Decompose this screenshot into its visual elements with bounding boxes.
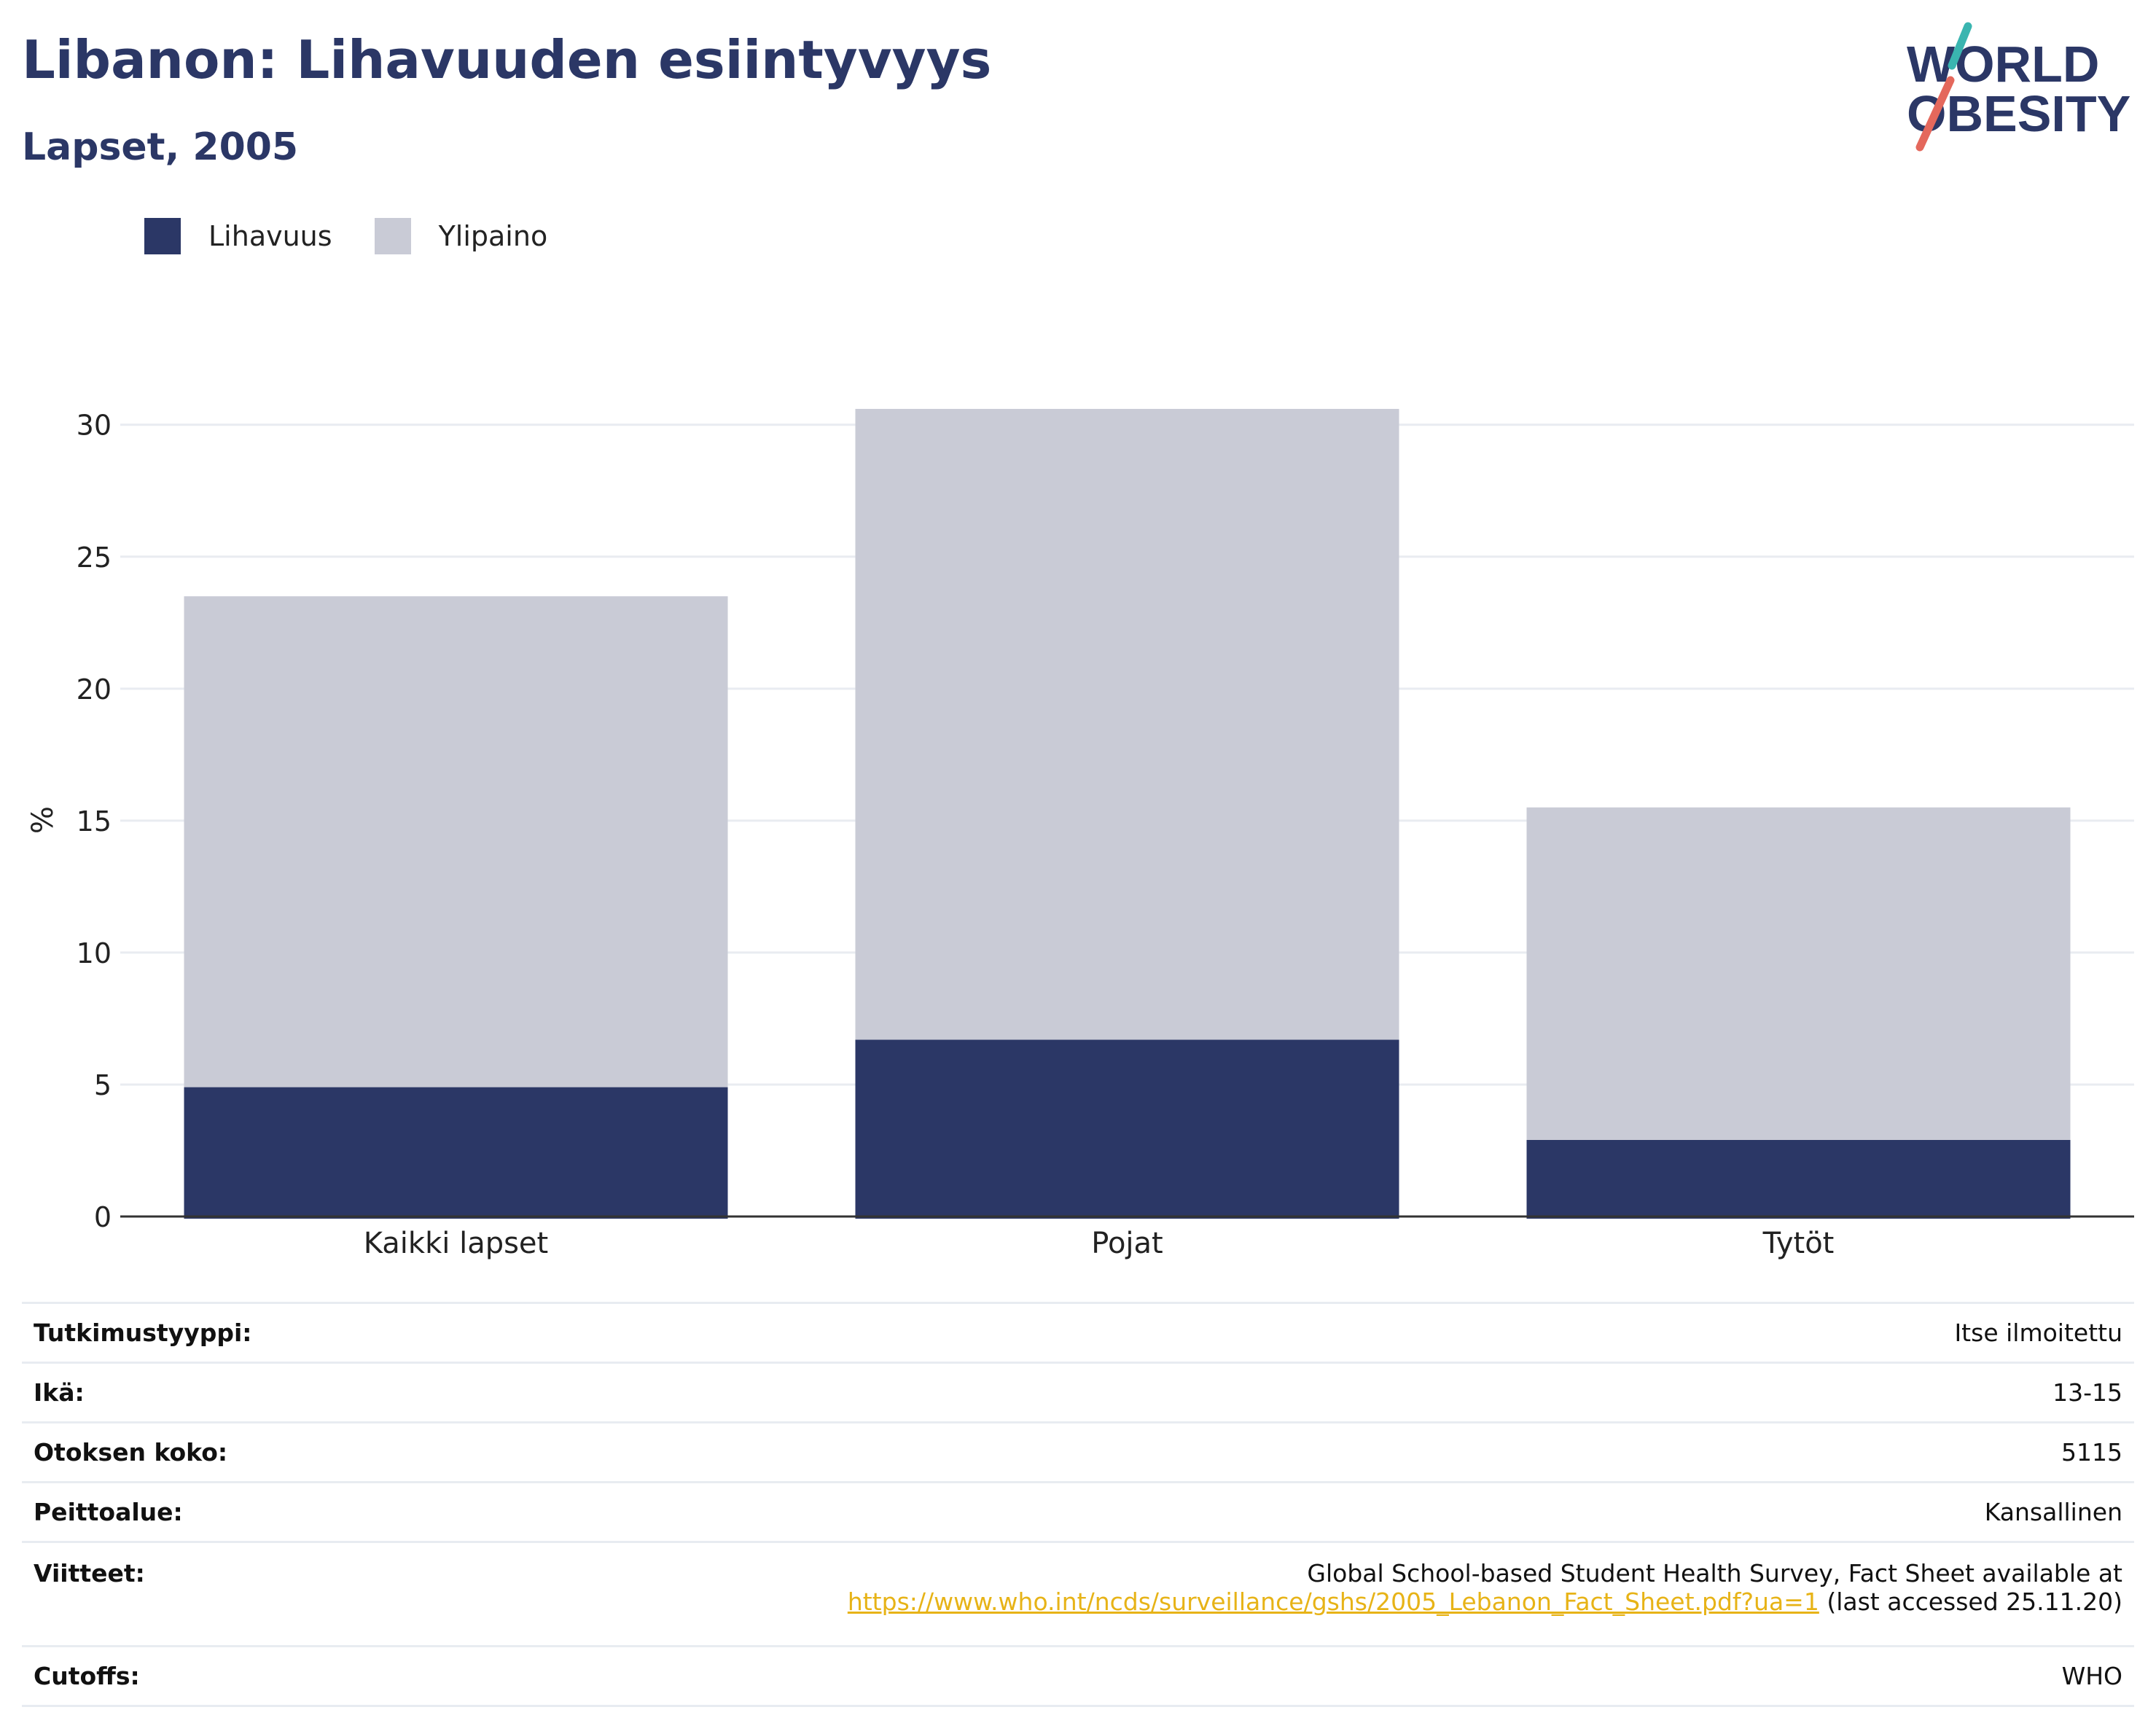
y-tick-label: 25 [77, 542, 112, 574]
detail-label: Otoksen koko: [22, 1421, 354, 1483]
legend-item-obesity[interactable]: Lihavuus [144, 218, 332, 254]
detail-label: Ikä: [22, 1362, 354, 1423]
stacked-bar-chart: 0 5 10 15 20 25 30% Kaikki lapset Pojat Tytöt [26, 409, 2134, 1260]
page-title: Libanon: Lihavuuden esiintyvyys [22, 29, 992, 90]
legend-swatch-overweight [374, 218, 411, 254]
legend-swatch-obesity [144, 218, 181, 254]
detail-row-cutoffs: Cutoffs: WHO [22, 1645, 2134, 1707]
detail-label: Tutkimustyyppi: [22, 1302, 354, 1363]
detail-value: Itse ilmoitettu [353, 1302, 2134, 1363]
study-details-table: Tutkimustyyppi: Itse ilmoitettu Ikä: 13-… [22, 1302, 2134, 1707]
reference-text: Global School-based Student Health Surve… [1307, 1559, 2122, 1587]
bar-obesity[interactable] [184, 1087, 728, 1219]
detail-value: 5115 [353, 1421, 2134, 1483]
world-obesity-logo: WORLD OBESITY [1907, 22, 2130, 152]
y-tick-label: 20 [77, 673, 112, 706]
detail-label: Viitteet: [22, 1541, 354, 1647]
y-tick-label: 15 [77, 805, 112, 837]
detail-row-coverage: Peittoalue: Kansallinen [22, 1481, 2134, 1542]
bar-overweight[interactable] [855, 409, 1399, 1040]
y-axis-label: % [26, 806, 60, 834]
detail-row-references: Viitteet: Global School-based Student He… [22, 1541, 2134, 1647]
x-tick-label: Tytöt [1762, 1227, 1835, 1260]
detail-value: WHO [353, 1645, 2134, 1707]
reference-suffix: (last accessed 25.11.20) [1819, 1587, 2122, 1616]
detail-label: Cutoffs: [22, 1645, 354, 1707]
bar-obesity[interactable] [1526, 1139, 2071, 1219]
chart-legend: Lihavuus Ylipaino [144, 216, 590, 257]
detail-row-sample-size: Otoksen koko: 5115 [22, 1421, 2134, 1483]
bar-obesity[interactable] [855, 1039, 1399, 1219]
y-tick-label: 10 [77, 937, 112, 969]
detail-value-references: Global School-based Student Health Surve… [353, 1541, 2134, 1647]
detail-row-study-type: Tutkimustyyppi: Itse ilmoitettu [22, 1302, 2134, 1363]
x-tick-label: Pojat [1091, 1227, 1163, 1260]
reference-link[interactable]: https://www.who.int/ncds/surveillance/gs… [847, 1587, 1819, 1616]
y-tick-label: 30 [77, 410, 112, 442]
legend-label: Ylipaino [438, 220, 548, 252]
bar-overweight[interactable] [184, 596, 728, 1087]
page-subtitle: Lapset, 2005 [22, 125, 299, 169]
y-tick-label: 0 [94, 1201, 112, 1233]
detail-value: 13-15 [353, 1362, 2134, 1423]
x-tick-label: Kaikki lapset [364, 1227, 548, 1260]
detail-row-age: Ikä: 13-15 [22, 1362, 2134, 1423]
y-tick-label: 5 [94, 1069, 112, 1101]
bar-overweight[interactable] [1526, 807, 2071, 1140]
detail-value: Kansallinen [353, 1481, 2134, 1542]
legend-item-overweight[interactable]: Ylipaino [374, 218, 548, 254]
detail-label: Peittoalue: [22, 1481, 354, 1542]
logo-line1: WORLD [1907, 36, 2099, 93]
legend-label: Lihavuus [208, 220, 332, 252]
